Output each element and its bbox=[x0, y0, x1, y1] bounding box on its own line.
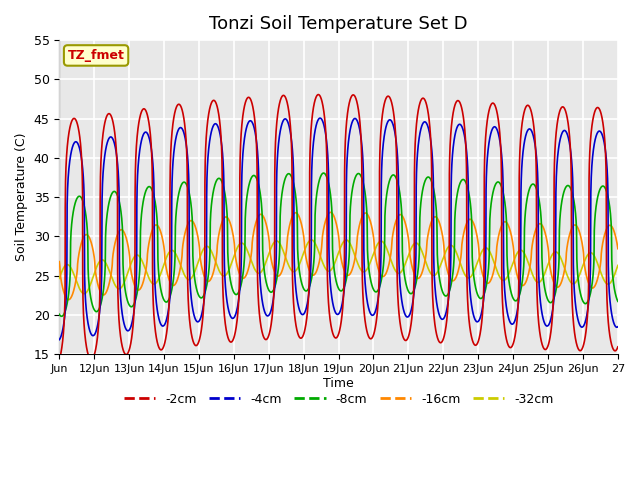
Y-axis label: Soil Temperature (C): Soil Temperature (C) bbox=[15, 133, 28, 262]
X-axis label: Time: Time bbox=[323, 377, 354, 390]
Text: TZ_fmet: TZ_fmet bbox=[68, 49, 125, 62]
Legend: -2cm, -4cm, -8cm, -16cm, -32cm: -2cm, -4cm, -8cm, -16cm, -32cm bbox=[119, 388, 558, 411]
Title: Tonzi Soil Temperature Set D: Tonzi Soil Temperature Set D bbox=[209, 15, 468, 33]
